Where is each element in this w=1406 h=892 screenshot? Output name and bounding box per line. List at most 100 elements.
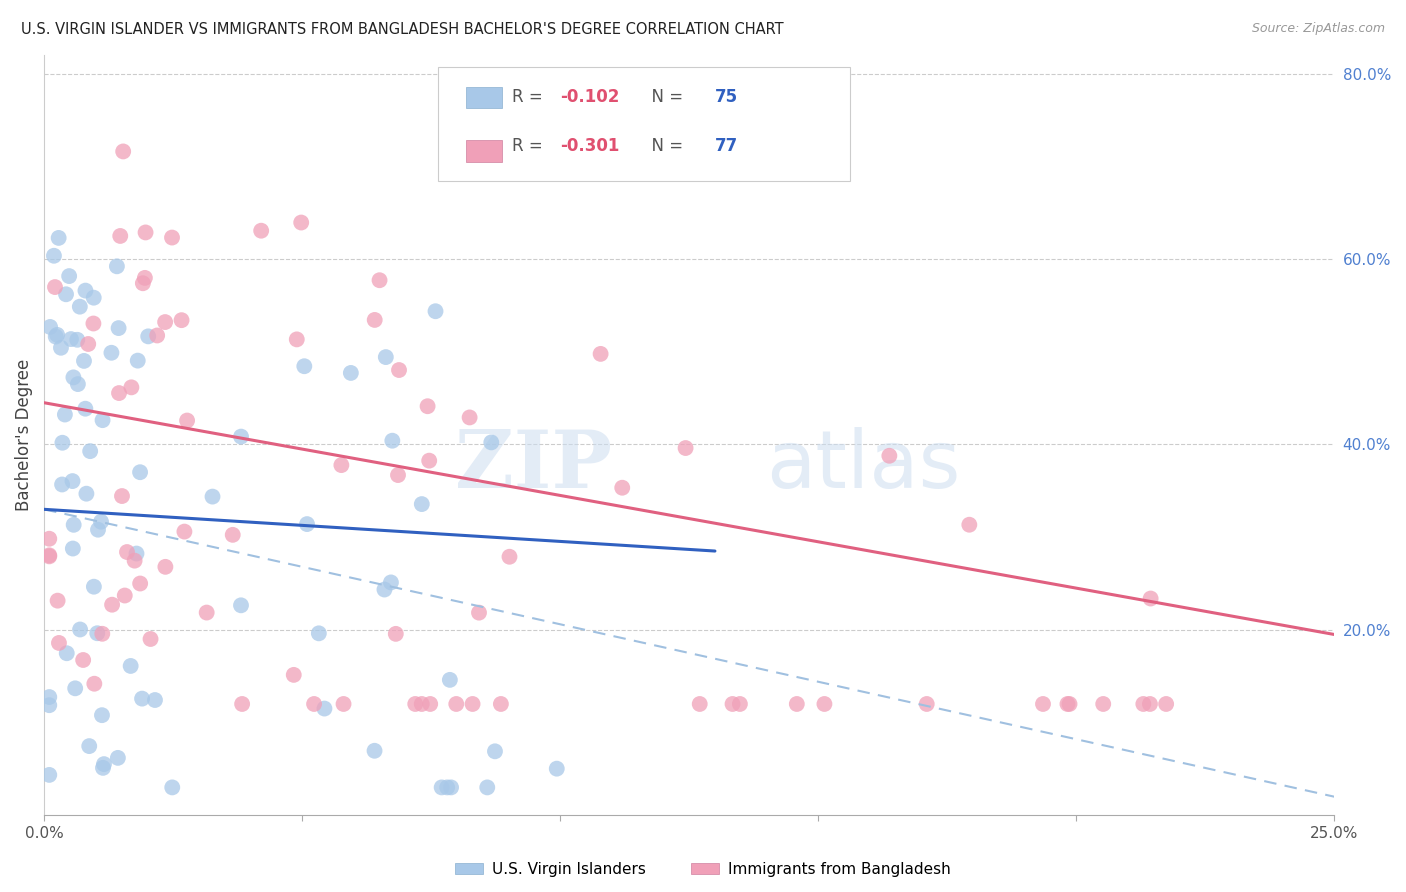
Point	[77, 739, 100, 753]
Point	[39, 320, 62, 334]
Point	[162, 780, 184, 795]
Point	[101, 598, 124, 612]
Point	[425, 304, 447, 318]
Point	[120, 659, 142, 673]
Point	[38, 768, 60, 782]
Point	[83, 291, 105, 305]
Point	[91, 708, 114, 723]
FancyBboxPatch shape	[465, 87, 502, 108]
Point	[612, 481, 634, 495]
Point	[114, 589, 136, 603]
Point	[58, 269, 80, 284]
Point	[107, 751, 129, 765]
Point	[91, 761, 114, 775]
Point	[75, 284, 97, 298]
Point	[38, 549, 60, 563]
Point	[388, 363, 411, 377]
Point	[90, 515, 112, 529]
Point	[411, 697, 433, 711]
FancyBboxPatch shape	[465, 140, 502, 161]
Point	[368, 273, 391, 287]
Point	[1132, 697, 1154, 711]
Point	[55, 287, 77, 301]
Point	[110, 229, 132, 244]
Point	[53, 408, 76, 422]
Point	[915, 697, 938, 711]
Text: 77: 77	[714, 137, 738, 155]
Point	[446, 697, 468, 711]
Point	[1092, 697, 1115, 711]
Point	[83, 580, 105, 594]
Point	[91, 413, 114, 427]
Point	[86, 626, 108, 640]
Point	[363, 744, 385, 758]
Point	[69, 300, 91, 314]
Text: -0.301: -0.301	[560, 137, 620, 155]
Point	[292, 359, 315, 374]
Point	[75, 401, 97, 416]
Point	[250, 224, 273, 238]
Point	[136, 329, 159, 343]
Text: ZIP: ZIP	[454, 426, 612, 505]
Point	[385, 627, 408, 641]
Point	[589, 347, 612, 361]
Point	[134, 271, 156, 285]
Text: Source: ZipAtlas.com: Source: ZipAtlas.com	[1251, 22, 1385, 36]
Point	[381, 434, 404, 448]
Point	[62, 474, 84, 488]
Point	[146, 328, 169, 343]
Point	[59, 332, 82, 346]
Point	[479, 435, 502, 450]
Point	[51, 477, 73, 491]
Point	[308, 626, 330, 640]
Point	[290, 215, 312, 229]
Point	[49, 341, 72, 355]
Text: N =: N =	[641, 137, 689, 155]
Point	[115, 545, 138, 559]
Point	[173, 524, 195, 539]
Text: R =: R =	[512, 137, 548, 155]
Point	[66, 333, 89, 347]
Point	[170, 313, 193, 327]
Point	[374, 350, 396, 364]
Point	[63, 681, 86, 696]
Point	[1139, 697, 1161, 711]
Point	[38, 690, 60, 704]
Point	[51, 435, 73, 450]
Point	[45, 329, 67, 343]
Point	[139, 632, 162, 646]
Point	[38, 549, 60, 564]
Point	[1139, 591, 1161, 606]
Point	[155, 559, 177, 574]
Point	[176, 413, 198, 427]
Point	[546, 762, 568, 776]
Point	[66, 377, 89, 392]
Text: -0.102: -0.102	[560, 88, 620, 106]
Point	[364, 313, 387, 327]
Point	[131, 691, 153, 706]
Point	[222, 528, 245, 542]
Point	[373, 582, 395, 597]
Point	[129, 576, 152, 591]
Point	[153, 315, 176, 329]
Point	[83, 677, 105, 691]
Point	[1059, 697, 1081, 711]
Point	[285, 332, 308, 346]
Point	[38, 698, 60, 713]
Point	[957, 517, 980, 532]
Point	[728, 697, 751, 711]
Point	[79, 444, 101, 458]
Point	[314, 701, 336, 715]
Point	[48, 231, 70, 245]
Point	[143, 693, 166, 707]
Point	[87, 523, 110, 537]
Point	[107, 321, 129, 335]
Point	[418, 453, 440, 467]
Point	[62, 370, 84, 384]
Point	[283, 668, 305, 682]
Point	[62, 541, 84, 556]
FancyBboxPatch shape	[437, 67, 851, 180]
Point	[1032, 697, 1054, 711]
Point	[295, 517, 318, 532]
Point	[75, 486, 97, 500]
